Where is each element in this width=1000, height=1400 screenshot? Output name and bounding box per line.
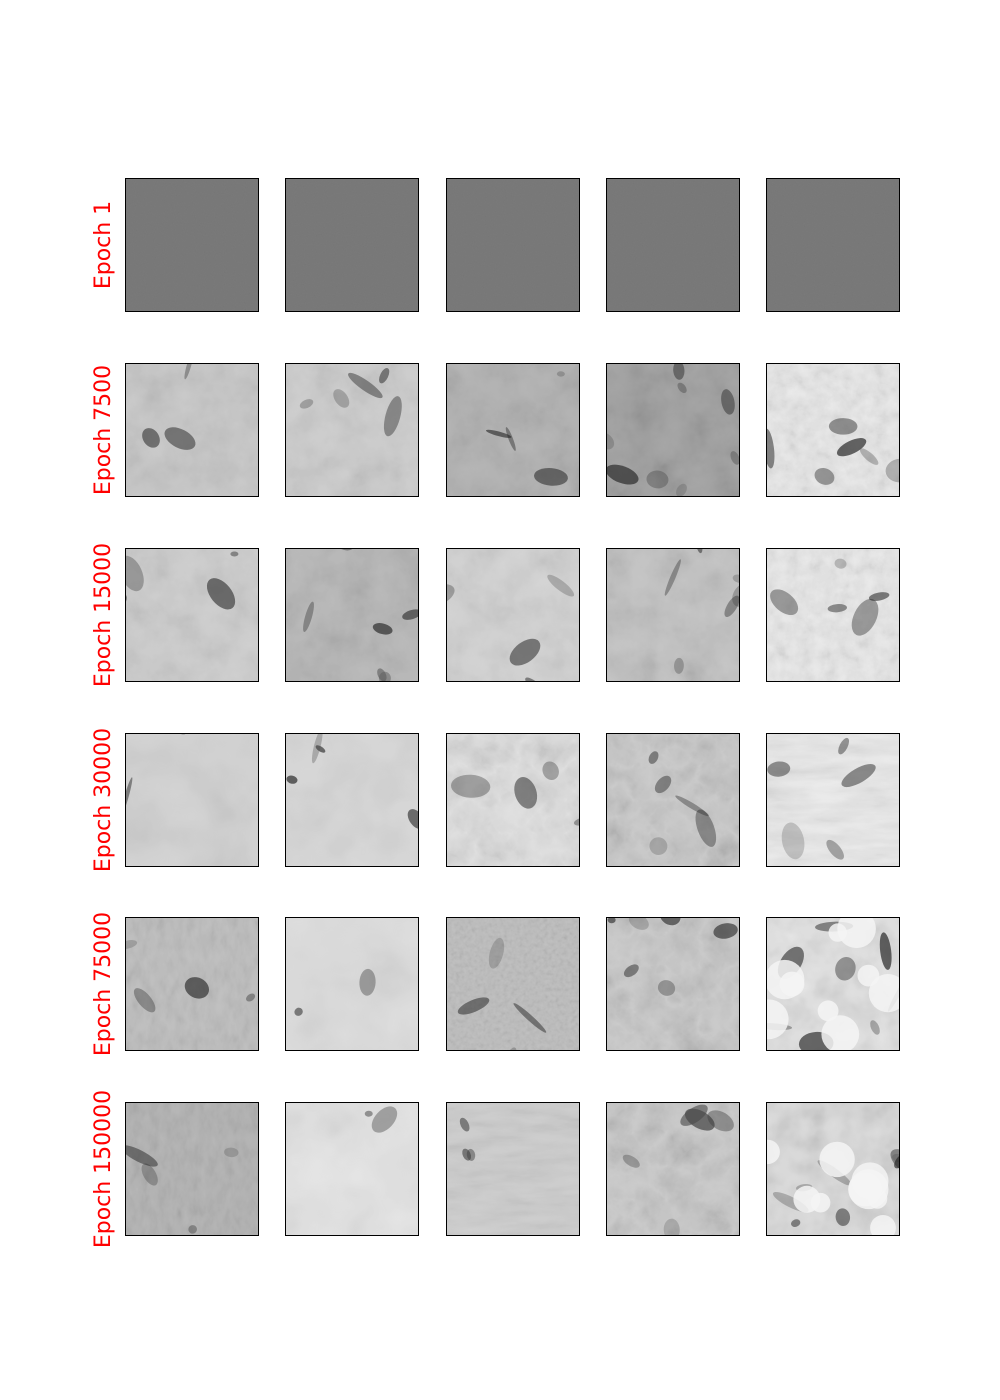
sample-tile [766, 548, 900, 682]
row-labels: Epoch 1 Epoch 7500 Epoch 15000 Epoch 30000 E… [91, 201, 116, 1248]
sample-tile [606, 548, 740, 682]
sample-tile [606, 1102, 740, 1236]
sample-tile [446, 733, 580, 867]
sample-tile [125, 548, 259, 682]
row-label-1: Epoch 1 [91, 201, 116, 289]
sample-tile [446, 1102, 580, 1236]
sample-tile [125, 733, 259, 867]
row-label-3: Epoch 15000 [91, 543, 116, 687]
sample-tile [446, 548, 580, 682]
sample-tile [766, 733, 900, 867]
sample-tile [285, 178, 419, 312]
sample-tile [125, 363, 259, 497]
row-label-6: Epoch 150000 [91, 1090, 116, 1248]
sample-tile [125, 178, 259, 312]
sample-tile [446, 178, 580, 312]
sample-tile [125, 917, 259, 1051]
sample-tile [606, 917, 740, 1051]
sample-tile [766, 363, 900, 497]
row-label-5: Epoch 75000 [91, 912, 116, 1056]
sample-tile [125, 1102, 259, 1236]
sample-tiles [125, 178, 900, 1236]
sample-tile [285, 733, 419, 867]
sample-tile [606, 178, 740, 312]
sample-tile [766, 1102, 900, 1236]
sample-tile [285, 363, 419, 497]
sample-tile [446, 917, 580, 1051]
row-label-2: Epoch 7500 [91, 365, 116, 495]
sample-tile [285, 917, 419, 1051]
sample-tile [285, 548, 419, 682]
row-label-4: Epoch 30000 [91, 728, 116, 872]
sample-tile [285, 1102, 419, 1236]
sample-tile [766, 178, 900, 312]
sample-tile [606, 363, 740, 497]
sample-tile [606, 733, 740, 867]
sample-tile [766, 917, 900, 1051]
sample-tile [446, 363, 580, 497]
